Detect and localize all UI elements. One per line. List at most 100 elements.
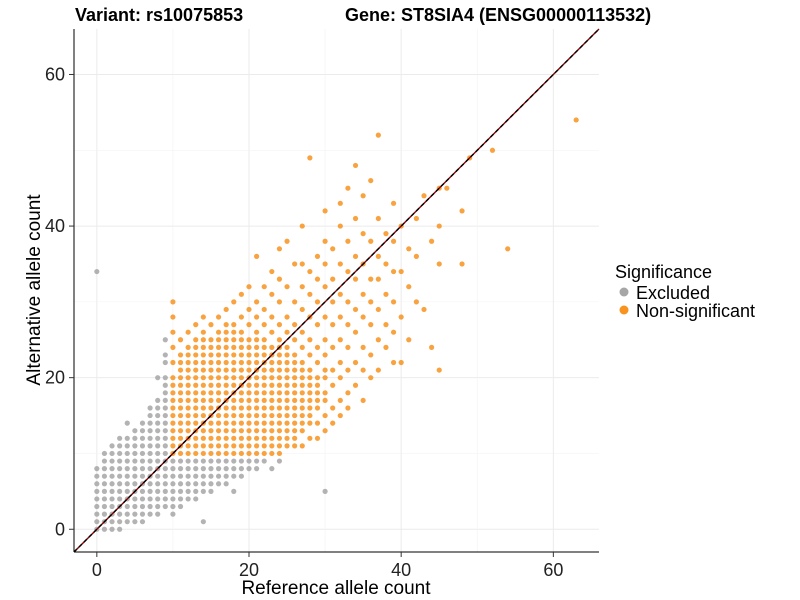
data-point bbox=[185, 397, 191, 404]
data-point bbox=[139, 466, 146, 472]
data-point bbox=[162, 412, 168, 419]
data-point bbox=[261, 390, 267, 396]
data-point bbox=[307, 420, 313, 426]
data-point bbox=[292, 352, 298, 358]
data-point bbox=[132, 519, 138, 525]
data-point bbox=[269, 443, 275, 449]
data-point bbox=[109, 481, 115, 487]
data-point bbox=[254, 435, 260, 441]
data-point bbox=[117, 488, 123, 494]
data-point bbox=[132, 428, 138, 434]
data-point bbox=[139, 519, 146, 525]
data-point bbox=[284, 375, 290, 381]
data-point bbox=[261, 306, 267, 313]
data-point bbox=[177, 473, 184, 479]
data-point bbox=[276, 435, 283, 441]
data-point bbox=[170, 299, 176, 305]
data-point bbox=[269, 428, 275, 434]
data-point bbox=[261, 337, 267, 343]
data-point bbox=[261, 284, 267, 290]
data-point bbox=[231, 428, 237, 434]
data-point bbox=[117, 511, 123, 517]
data-point bbox=[337, 397, 343, 404]
data-point bbox=[368, 352, 374, 358]
data-point bbox=[337, 261, 343, 267]
data-point bbox=[254, 428, 260, 434]
data-point bbox=[337, 200, 343, 206]
data-point bbox=[429, 344, 435, 350]
data-point bbox=[246, 428, 252, 434]
data-point bbox=[246, 466, 252, 472]
data-point bbox=[117, 458, 123, 464]
data-point bbox=[292, 412, 298, 419]
y-tick-label: 40 bbox=[45, 216, 65, 236]
data-point bbox=[155, 428, 161, 434]
data-point bbox=[94, 496, 100, 502]
data-point bbox=[208, 367, 214, 373]
data-point bbox=[139, 488, 146, 494]
data-point bbox=[124, 503, 130, 510]
data-point bbox=[322, 208, 328, 214]
data-point bbox=[200, 466, 206, 472]
data-point bbox=[193, 466, 199, 472]
data-point bbox=[444, 185, 450, 191]
data-point bbox=[360, 397, 366, 404]
data-point bbox=[429, 238, 435, 244]
data-point bbox=[276, 382, 283, 388]
data-point bbox=[238, 435, 244, 441]
data-point bbox=[330, 322, 336, 328]
data-point bbox=[276, 299, 283, 305]
data-point bbox=[292, 299, 298, 305]
data-point bbox=[299, 412, 305, 419]
data-point bbox=[261, 344, 267, 350]
data-point bbox=[276, 352, 283, 358]
data-point bbox=[200, 390, 206, 396]
data-point bbox=[132, 458, 138, 464]
data-point bbox=[101, 488, 108, 494]
data-point bbox=[413, 253, 419, 259]
data-point bbox=[299, 367, 305, 373]
data-point bbox=[162, 443, 168, 449]
data-point bbox=[261, 352, 267, 358]
data-point bbox=[276, 367, 283, 373]
data-point bbox=[337, 223, 343, 229]
data-point bbox=[185, 428, 191, 434]
data-point bbox=[170, 473, 176, 479]
data-point bbox=[284, 367, 290, 373]
data-point bbox=[368, 375, 374, 381]
title-gene: Gene: ST8SIA4 (ENSG00000113532) bbox=[345, 5, 651, 25]
data-point bbox=[132, 450, 138, 457]
data-point bbox=[223, 435, 229, 441]
data-point bbox=[254, 397, 260, 404]
data-point bbox=[261, 322, 267, 328]
gridlines bbox=[74, 29, 599, 552]
data-point bbox=[352, 276, 359, 282]
data-point bbox=[94, 268, 100, 275]
data-point bbox=[117, 473, 123, 479]
data-point bbox=[254, 299, 260, 305]
data-point bbox=[162, 405, 168, 411]
data-point bbox=[284, 420, 290, 426]
data-point bbox=[314, 382, 321, 388]
data-point bbox=[269, 420, 275, 426]
data-point bbox=[307, 412, 313, 419]
data-point bbox=[246, 443, 252, 449]
data-point bbox=[292, 359, 298, 366]
data-point bbox=[170, 458, 176, 464]
data-point bbox=[398, 314, 404, 320]
data-point bbox=[193, 352, 199, 358]
data-point bbox=[299, 390, 305, 396]
data-point bbox=[269, 314, 275, 320]
data-point bbox=[330, 299, 336, 305]
data-point bbox=[193, 390, 199, 396]
data-point bbox=[276, 390, 283, 396]
data-point bbox=[193, 344, 199, 350]
data-point bbox=[330, 420, 336, 426]
data-point bbox=[185, 367, 191, 373]
data-point bbox=[185, 344, 191, 350]
data-point bbox=[124, 519, 130, 525]
data-point bbox=[117, 450, 123, 457]
data-point bbox=[307, 337, 313, 343]
data-point bbox=[185, 481, 191, 487]
data-point bbox=[276, 450, 283, 457]
